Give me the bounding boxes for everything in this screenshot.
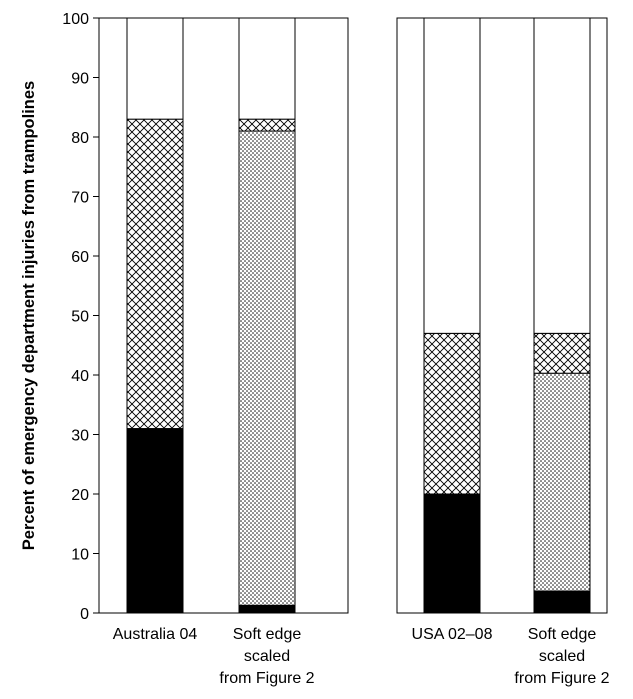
- y-tick-label: 30: [71, 428, 89, 445]
- plot-frame: [396, 17, 608, 614]
- y-tick-label: 90: [71, 71, 89, 88]
- x-category-label: Australia 04: [113, 626, 198, 643]
- bar-segment-dots: [533, 372, 591, 592]
- x-category-label: Soft edge: [528, 626, 597, 643]
- x-category-label: USA 02–08: [412, 626, 493, 643]
- bar-segment-solid-black: [533, 590, 591, 614]
- bar-segment-crosshatch: [238, 118, 296, 132]
- y-tick-label: 0: [80, 606, 89, 623]
- bar-segment-dots: [238, 130, 296, 606]
- x-category-label: scaled: [539, 648, 585, 665]
- chart-panel-1: 0 10 20 30 40 50 60 70 80 90 100 Australia 04 Soft e…: [62, 11, 349, 687]
- bar-segment-blank: [126, 17, 184, 120]
- x-category-label: scaled: [244, 648, 290, 665]
- y-tick-label: 20: [71, 487, 89, 504]
- x-category-label: from Figure 2: [514, 670, 609, 687]
- y-tick-label: 50: [71, 309, 89, 326]
- x-category-label: Soft edge: [233, 626, 302, 643]
- bar-segment-crosshatch: [423, 332, 481, 495]
- y-tick-label: 40: [71, 368, 89, 385]
- y-tick-label: 100: [62, 11, 89, 28]
- y-axis-label: Percent of emergency department injuries…: [20, 81, 38, 550]
- y-tick-label: 10: [71, 547, 89, 564]
- bar-segment-crosshatch: [533, 332, 591, 374]
- y-tick-label: 60: [71, 249, 89, 266]
- x-category-label: from Figure 2: [219, 670, 314, 687]
- bar-segment-crosshatch: [126, 118, 184, 430]
- bar-segment-solid-black: [126, 428, 184, 614]
- bar-segment-blank: [238, 17, 296, 120]
- y-tick-label: 70: [71, 190, 89, 207]
- bar-segment-blank: [533, 17, 591, 334]
- bar-segment-blank: [423, 17, 481, 334]
- bar-segment-solid-black: [238, 604, 296, 614]
- y-tick-label: 80: [71, 130, 89, 147]
- chart-panel-2: USA 02–08 Soft edge scaled from Figure 2: [396, 17, 610, 687]
- bar-segment-solid-black: [423, 493, 481, 614]
